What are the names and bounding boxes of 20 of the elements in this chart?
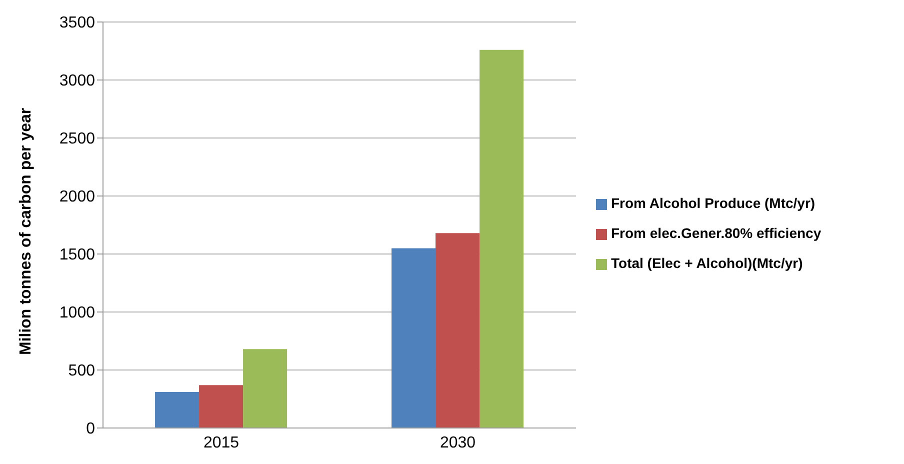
- bar: [199, 385, 244, 428]
- y-tick-label: 2500: [59, 130, 96, 148]
- y-axis-title: Milion tonnes of carbon per year: [18, 108, 35, 355]
- bar: [243, 349, 288, 428]
- y-tick-label: 3500: [59, 14, 96, 32]
- y-tick-label: 3000: [59, 72, 96, 90]
- y-tick-label: 0: [86, 420, 96, 438]
- legend-label: From elec.Gener.80% efficiency: [611, 225, 822, 241]
- bar: [480, 50, 524, 428]
- bar: [155, 392, 200, 428]
- y-tick-label: 2000: [59, 188, 96, 206]
- bar: [392, 248, 436, 428]
- y-tick-label: 1000: [59, 304, 96, 322]
- legend-label: Total (Elec + Alcohol)(Mtc/yr): [611, 255, 803, 271]
- x-tick-label: 2015: [203, 434, 240, 452]
- y-tick-label: 500: [68, 362, 96, 380]
- y-tick-label: 1500: [59, 246, 96, 264]
- legend-label: From Alcohol Produce (Mtc/yr): [611, 195, 816, 211]
- x-tick-label: 2030: [440, 434, 476, 452]
- bar: [436, 233, 480, 428]
